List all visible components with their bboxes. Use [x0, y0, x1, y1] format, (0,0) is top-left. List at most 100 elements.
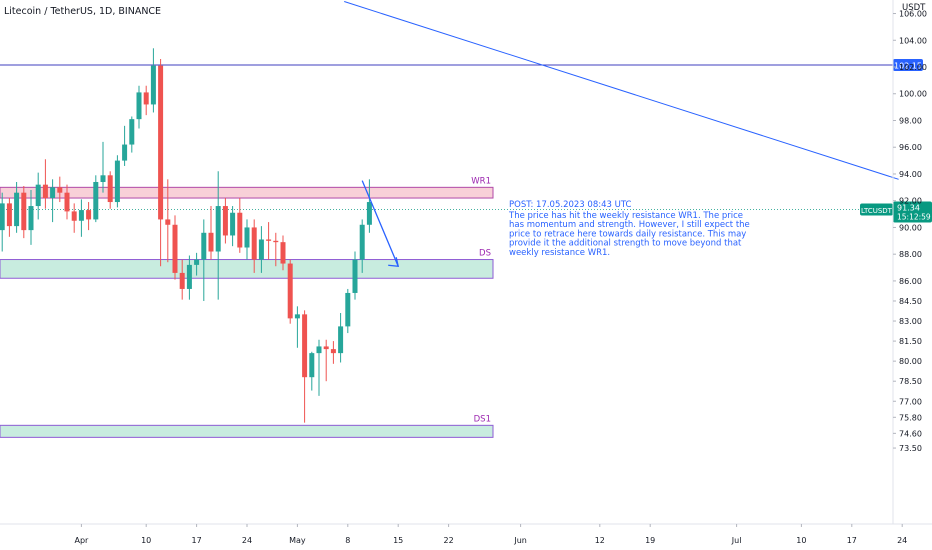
- last-price-badge: [893, 201, 932, 223]
- price-tick-label: 106.00: [899, 10, 927, 19]
- candle-body: [359, 224, 365, 260]
- price-tick-label: 84.50: [899, 297, 922, 306]
- candle: [201, 219, 207, 301]
- candle: [359, 219, 365, 273]
- note-line: has momentum and strength. However, I st…: [509, 220, 750, 230]
- candle-body: [129, 119, 135, 145]
- candle: [64, 184, 70, 220]
- candle: [273, 232, 279, 267]
- candle-body: [50, 187, 56, 199]
- price-tick-label: 98.00: [899, 116, 922, 125]
- note-title: POST: 17.05.2023 08:43 UTC: [509, 200, 632, 210]
- candle: [57, 176, 63, 203]
- candle-body: [100, 175, 106, 182]
- candle: [208, 206, 214, 260]
- candle: [6, 198, 12, 237]
- price-tick-label: 92.00: [899, 197, 922, 206]
- zone-label-ds1: DS1: [474, 414, 491, 424]
- candle: [294, 306, 300, 348]
- zone-ds[interactable]: [0, 259, 494, 279]
- level-badge: [893, 59, 923, 71]
- candle-body: [244, 227, 250, 248]
- candle-body: [230, 212, 236, 236]
- candle: [78, 199, 84, 237]
- candle: [237, 198, 243, 253]
- price-tick-label: 80.00: [899, 357, 922, 366]
- candle: [266, 222, 272, 260]
- candle: [158, 58, 164, 267]
- price-tick-label: 83.00: [899, 317, 922, 326]
- candle: [71, 203, 77, 233]
- candle: [114, 155, 120, 208]
- candle-body: [14, 192, 20, 227]
- candle-body: [201, 232, 207, 260]
- zone-wr1[interactable]: [0, 186, 494, 199]
- candle-body: [150, 65, 156, 105]
- candle: [352, 251, 358, 300]
- candle-body: [237, 212, 243, 248]
- candle: [251, 219, 257, 273]
- time-tick-label: 10: [796, 536, 806, 545]
- candle: [136, 85, 142, 129]
- candle-body: [64, 192, 70, 212]
- candle-body: [258, 239, 264, 260]
- candle-body: [86, 210, 92, 220]
- candle-body: [57, 187, 63, 193]
- candle: [186, 255, 192, 300]
- price-tick-label: 94.00: [899, 170, 922, 179]
- ticker-badge: [860, 203, 893, 216]
- candle-body: [42, 184, 48, 199]
- descending-trendline[interactable]: [344, 1, 899, 180]
- time-tick-label: Apr: [74, 536, 89, 545]
- candle: [179, 259, 185, 300]
- projection-arrowhead: [388, 257, 400, 267]
- price-tick-label: 100.00: [899, 90, 927, 99]
- candle-body: [302, 314, 308, 378]
- time-tick-label: Jul: [731, 536, 742, 545]
- candle-body: [6, 203, 12, 227]
- price-tick-label: 74.60: [899, 429, 922, 438]
- candle: [338, 313, 344, 363]
- last-price-text: 91.34: [897, 204, 920, 213]
- drawings-layer: [344, 1, 899, 267]
- projection-arrow-line[interactable]: [361, 180, 399, 267]
- candle: [35, 172, 41, 220]
- candle-body: [28, 206, 34, 231]
- candle: [309, 351, 315, 391]
- time-tick-label: 12: [595, 536, 605, 545]
- price-tick-label: 75.80: [899, 413, 922, 422]
- time-tick-label: 10: [141, 536, 151, 545]
- zone-ds1[interactable]: [0, 424, 494, 438]
- price-tick-label: 88.00: [899, 250, 922, 259]
- candle: [215, 171, 221, 300]
- candle: [129, 116, 135, 153]
- candle: [42, 159, 48, 209]
- candle-body: [294, 314, 300, 319]
- note-line: provide it the additional strength to mo…: [509, 239, 742, 249]
- candle-body: [0, 203, 5, 231]
- time-tick-label: Jun: [513, 536, 527, 545]
- candle-body: [280, 242, 286, 264]
- candle-body: [222, 206, 228, 236]
- candle: [107, 171, 113, 209]
- candle-body: [186, 264, 192, 289]
- time-tick-label: May: [289, 536, 306, 545]
- candle-body: [366, 202, 372, 225]
- candle-body: [114, 160, 120, 203]
- candle-body: [287, 263, 293, 319]
- price-tick-label: 77.00: [899, 397, 922, 406]
- countdown-text: 15:12:59: [897, 213, 931, 222]
- candle: [244, 219, 250, 260]
- price-tick-label: 102.00: [899, 63, 927, 72]
- price-tick-label: 96.00: [899, 143, 922, 152]
- candle-body: [352, 259, 358, 293]
- candle: [287, 259, 293, 324]
- candle: [0, 192, 5, 252]
- price-tick-label: 81.50: [899, 337, 922, 346]
- zones-layer: WR1 DS DS1: [0, 176, 494, 438]
- candle-body: [251, 227, 257, 260]
- candle-body: [172, 224, 178, 273]
- candle: [302, 310, 308, 423]
